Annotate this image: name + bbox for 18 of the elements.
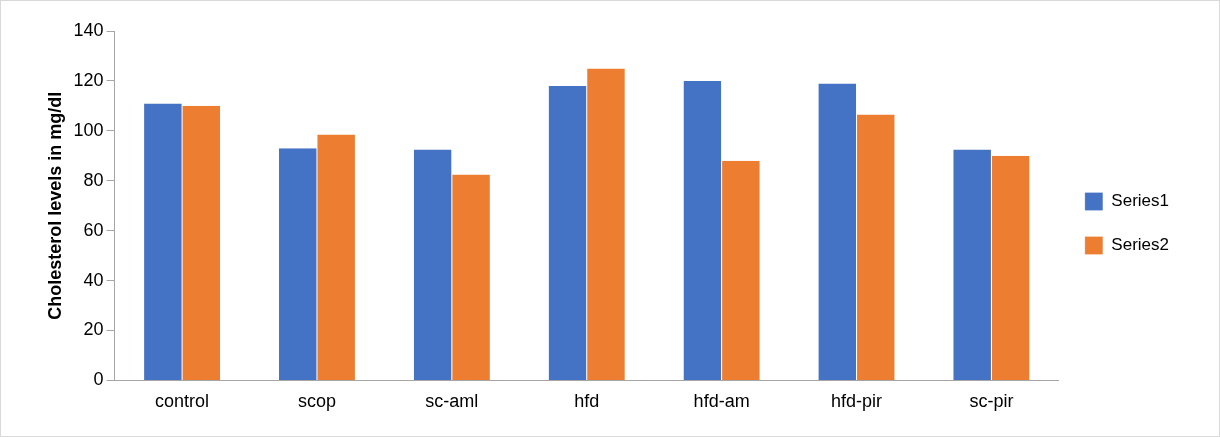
y-tick-label: 20: [83, 319, 104, 340]
y-axis-title: Cholesterol levels in mg/dl: [44, 91, 65, 320]
x-tick-label: hfd: [574, 391, 600, 412]
x-tick-label: hfd-am: [693, 391, 750, 412]
y-tick-label: 60: [83, 219, 104, 240]
y-tick-label: 0: [93, 369, 104, 390]
y-tick-label: 100: [73, 119, 104, 140]
y-tick-label: 40: [83, 269, 104, 290]
y-tick-label: 120: [73, 69, 104, 90]
x-tick-label: sc-pir: [969, 391, 1014, 412]
legend-label: Series2: [1111, 235, 1169, 255]
x-tick-label: hfd-pir: [831, 391, 883, 412]
legend-label: Series1: [1111, 191, 1169, 211]
y-tick-label: 140: [73, 19, 104, 40]
x-tick-label: control: [155, 391, 210, 412]
x-tick-label: sc-aml: [425, 391, 479, 412]
y-tick-label: 80: [83, 169, 104, 190]
x-tick-label: scop: [297, 391, 336, 412]
